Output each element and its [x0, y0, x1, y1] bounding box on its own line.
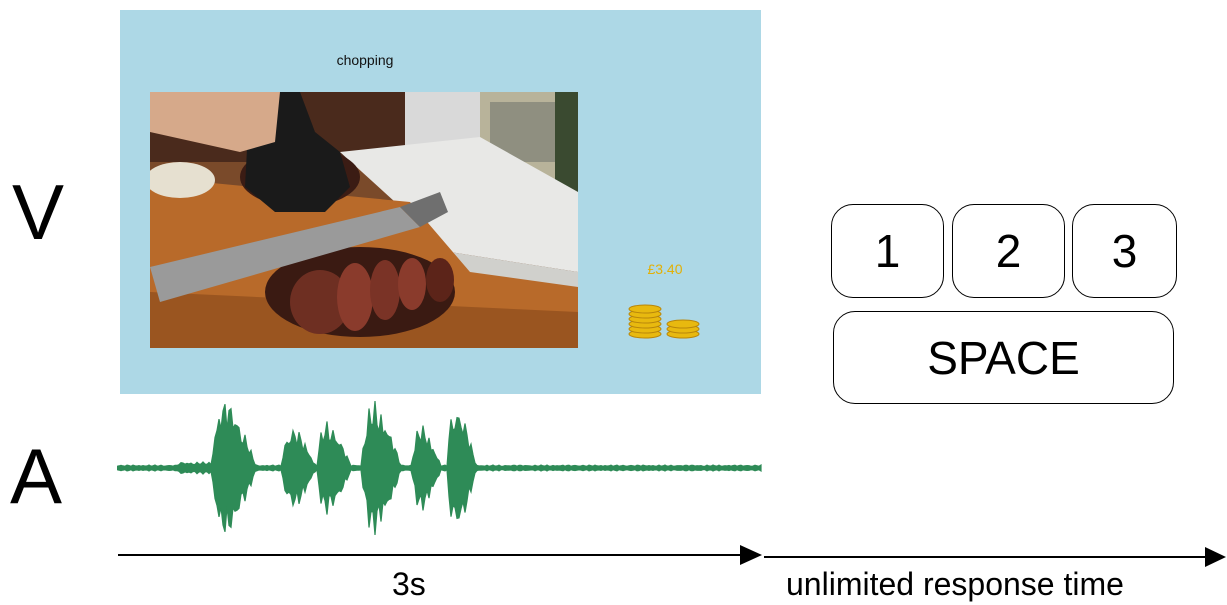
chopping-photo-illustration	[150, 92, 578, 348]
response-period-label: unlimited response time	[786, 566, 1124, 602]
visual-row-label: V	[12, 168, 65, 256]
response-key-1[interactable]: 1	[831, 204, 944, 298]
stimulus-duration-label: 3s	[392, 566, 426, 602]
stimulus-duration-arrow	[118, 545, 762, 565]
audio-row-label: A	[10, 432, 63, 520]
audio-waveform	[117, 400, 762, 536]
reward-amount: £3.40	[647, 261, 683, 277]
coins-icon	[628, 304, 700, 339]
action-caption: chopping	[336, 52, 394, 68]
stimulus-screen: chopping	[120, 10, 761, 394]
response-key-space[interactable]: SPACE	[833, 311, 1174, 404]
chopping-photo	[150, 92, 578, 348]
response-key-3[interactable]: 3	[1072, 204, 1177, 298]
response-key-2[interactable]: 2	[952, 204, 1065, 298]
response-period-arrow	[764, 547, 1226, 567]
